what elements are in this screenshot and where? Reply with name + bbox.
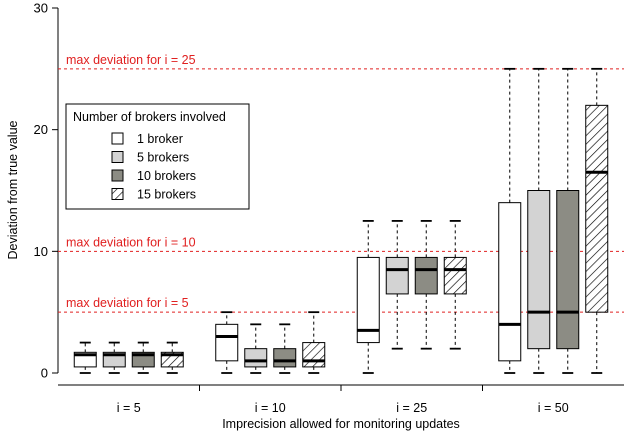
legend-swatch — [111, 188, 124, 200]
iqr-box — [273, 348, 297, 368]
x-tick-label: i = 25 — [396, 401, 427, 415]
x-tick-label: i = 50 — [538, 401, 569, 415]
box-10-brokers-i5 — [131, 341, 155, 374]
legend-swatch — [111, 132, 124, 145]
box-15-brokers-i50 — [585, 67, 609, 374]
legend-label: 15 brokers — [137, 188, 196, 202]
iqr-box — [215, 323, 239, 362]
y-tick-label: 0 — [41, 366, 48, 381]
box-5-brokers-i10 — [244, 323, 268, 374]
box-1-broker-i25 — [356, 220, 380, 374]
x-axis-ticks: i = 5 i = 10 i = 25 i = 50 — [117, 385, 569, 415]
legend-entries: 1 broker 5 brokers 10 brokers 15 brokers — [111, 132, 196, 202]
box-15-brokers-i25 — [443, 220, 467, 350]
box-5-brokers-i25 — [385, 220, 409, 350]
x-tick-label: i = 5 — [117, 401, 141, 415]
reference-lines: max deviation for i = 25 max deviation fo… — [58, 53, 624, 313]
box-10-brokers-i25 — [414, 220, 438, 350]
legend: Number of brokers involved 1 broker 5 bro… — [65, 103, 250, 210]
reference-line-label: max deviation for i = 10 — [66, 235, 196, 249]
iqr-box — [385, 256, 409, 295]
box-5-brokers-i50 — [527, 67, 551, 374]
legend-label: 10 brokers — [137, 169, 196, 183]
iqr-box — [356, 256, 380, 344]
iqr-box — [302, 342, 326, 368]
x-tick-label: i = 10 — [255, 401, 286, 415]
box-1-broker-i10 — [215, 311, 239, 374]
y-axis-ticks: 0 10 20 30 — [34, 1, 58, 381]
box-15-brokers-i5 — [160, 341, 184, 374]
iqr-box — [498, 202, 522, 362]
box-10-brokers-i50 — [556, 67, 580, 374]
box-15-brokers-i10 — [302, 311, 326, 374]
iqr-box — [443, 256, 467, 295]
box-groups — [73, 67, 609, 374]
legend-swatch — [111, 169, 124, 182]
legend-swatch — [111, 151, 124, 163]
iqr-box — [585, 104, 609, 313]
legend-box — [65, 103, 250, 210]
y-tick-label: 20 — [34, 122, 48, 137]
x-axis-label: Imprecision allowed for monitoring updat… — [222, 417, 460, 431]
y-axis-label: Deviation from true value — [6, 120, 20, 259]
legend-label: 1 broker — [137, 132, 183, 146]
legend-label: 5 brokers — [137, 151, 189, 165]
y-tick-label: 10 — [34, 244, 48, 259]
iqr-box — [414, 256, 438, 295]
box-10-brokers-i10 — [273, 323, 297, 374]
iqr-box — [527, 190, 551, 350]
legend-title: Number of brokers involved — [73, 110, 226, 124]
box-5-brokers-i5 — [102, 341, 126, 374]
iqr-box — [244, 348, 268, 368]
reference-line-label: max deviation for i = 25 — [66, 53, 196, 67]
reference-line-label: max deviation for i = 5 — [66, 296, 189, 310]
box-1-broker-i5 — [73, 341, 97, 374]
box-1-broker-i50 — [498, 67, 522, 374]
y-tick-label: 30 — [34, 1, 48, 16]
iqr-box — [556, 190, 580, 350]
